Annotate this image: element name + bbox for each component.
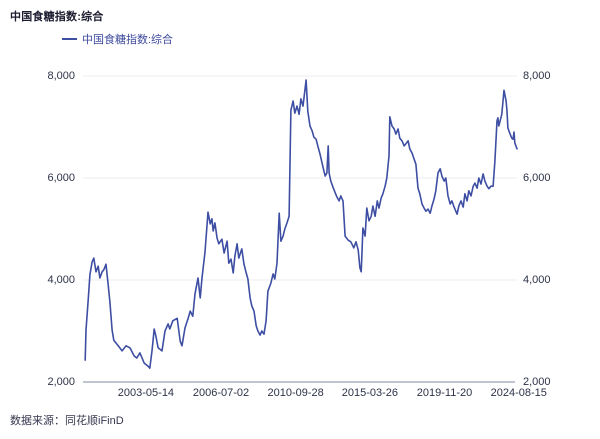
x-axis-label: 2003-05-14 [117, 387, 175, 399]
series-line [84, 79, 518, 370]
x-axis-label: 2006-07-02 [192, 387, 250, 399]
x-axis-label: 2010-09-28 [267, 387, 324, 399]
y-axis-label-right: 2,000 [523, 376, 551, 388]
data-source: 数据来源：同花顺iFinD [10, 415, 124, 427]
y-axis-label-left: 2,000 [47, 376, 75, 388]
y-axis-label-right: 8,000 [523, 70, 551, 82]
y-axis-label-left: 8,000 [47, 70, 75, 82]
legend-label: 中国食糖指数:综合 [82, 34, 174, 46]
x-axis-label: 2019-11-20 [416, 387, 473, 399]
x-axis-label: 2024-08-15 [490, 387, 547, 399]
y-axis-label-left: 4,000 [47, 274, 75, 286]
x-axis-label: 2015-03-26 [341, 387, 398, 399]
y-axis-label-left: 6,000 [47, 172, 75, 184]
y-axis-label-right: 4,000 [523, 274, 551, 286]
legend: 中国食糖指数:综合 [62, 32, 173, 46]
chart-title: 中国食糖指数:综合 [10, 11, 104, 23]
legend-line-marker [62, 38, 77, 40]
y-axis-label-right: 6,000 [523, 172, 551, 184]
legend-item[interactable]: 中国食糖指数:综合 [62, 31, 173, 47]
